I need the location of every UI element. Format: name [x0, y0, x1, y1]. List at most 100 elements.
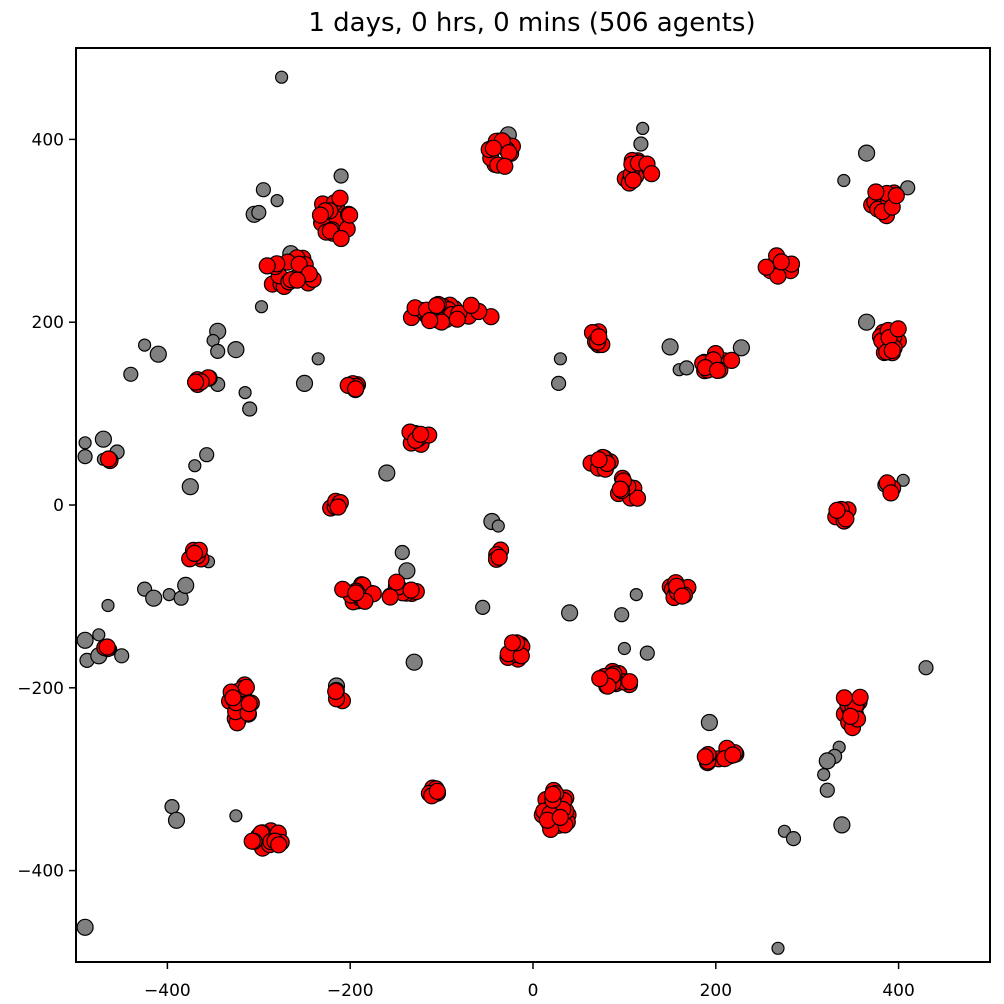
data-point-other: [227, 341, 245, 359]
data-point-infected: [590, 451, 608, 469]
y-tick-label: −400: [17, 862, 64, 882]
data-point-other: [164, 798, 180, 815]
x-tick-label: 200: [700, 981, 732, 1001]
data-point-other: [251, 204, 267, 221]
data-point-other: [210, 343, 226, 359]
data-point-infected: [243, 832, 261, 850]
data-point-other: [678, 360, 695, 376]
data-point-other: [199, 447, 215, 463]
data-point-infected: [642, 165, 661, 183]
data-point-other: [295, 374, 314, 392]
data-point-other: [76, 631, 94, 649]
data-point-infected: [590, 328, 608, 346]
data-point-other: [475, 599, 491, 616]
data-point-other: [819, 782, 835, 798]
x-tick-label: 400: [882, 981, 914, 1001]
data-point-infected: [624, 171, 642, 189]
data-point-infected: [428, 782, 446, 800]
data-point-other: [614, 607, 630, 623]
data-point-other: [114, 648, 130, 664]
data-point-infected: [673, 587, 691, 605]
data-point-other: [661, 338, 679, 356]
data-point-infected: [757, 258, 775, 276]
data-point-infected: [883, 341, 901, 360]
data-point-other: [177, 576, 195, 595]
data-point-other: [405, 653, 423, 671]
data-point-other: [229, 809, 243, 823]
data-point-infected: [772, 253, 790, 271]
data-point-other: [181, 478, 199, 496]
data-point-infected: [311, 206, 330, 224]
data-point-infected: [490, 548, 508, 566]
data-point-other: [242, 401, 258, 417]
data-point-other: [491, 519, 505, 533]
data-point-other: [76, 918, 94, 936]
data-point-infected: [381, 588, 399, 606]
data-point-other: [123, 366, 139, 382]
data-point-other: [629, 587, 643, 602]
x-tick-label: −400: [144, 981, 191, 1001]
data-point-infected: [882, 484, 900, 502]
data-point-other: [138, 338, 152, 352]
data-point-other: [636, 121, 650, 135]
data-point-infected: [835, 689, 854, 707]
data-point-infected: [99, 450, 118, 468]
data-point-infected: [270, 836, 288, 854]
data-point-infected: [327, 682, 345, 701]
y-tick-label: −200: [17, 679, 64, 699]
data-point-other: [333, 168, 349, 184]
data-point-infected: [841, 707, 860, 726]
data-point-other: [101, 598, 115, 613]
data-point-infected: [185, 544, 204, 563]
data-point-other: [270, 194, 284, 208]
data-point-infected: [462, 296, 480, 314]
data-point-other: [837, 173, 851, 188]
data-point-other: [639, 645, 655, 661]
data-point-infected: [867, 183, 885, 201]
data-point-infected: [887, 187, 905, 205]
data-point-infected: [708, 361, 727, 379]
data-point-infected: [347, 380, 365, 398]
data-point-other: [311, 352, 325, 366]
data-point-infected: [628, 489, 647, 507]
data-point-infected: [828, 501, 846, 519]
data-point-infected: [421, 312, 439, 330]
data-point-infected: [224, 689, 242, 707]
data-point-other: [896, 473, 910, 487]
data-point-other: [817, 767, 831, 782]
data-point-other: [167, 811, 186, 829]
data-point-infected: [331, 189, 349, 207]
data-point-other: [92, 628, 106, 642]
data-point-infected: [544, 785, 562, 803]
points-layer: [76, 70, 934, 955]
data-point-infected: [696, 748, 714, 766]
data-point-other: [378, 464, 396, 482]
data-point-other: [785, 830, 802, 847]
data-point-infected: [98, 638, 116, 656]
data-point-infected: [347, 584, 365, 602]
data-point-other: [255, 182, 271, 198]
data-point-infected: [889, 320, 907, 338]
data-point-infected: [724, 746, 742, 764]
data-point-other: [918, 660, 934, 676]
data-point-infected: [332, 229, 350, 248]
data-point-infected: [427, 296, 446, 315]
data-point-infected: [503, 634, 522, 652]
data-point-infected: [412, 425, 430, 443]
data-point-infected: [496, 157, 514, 175]
data-point-infected: [448, 310, 466, 328]
data-point-infected: [388, 573, 406, 591]
data-point-other: [398, 562, 416, 580]
data-point-infected: [329, 498, 347, 516]
data-point-other: [732, 339, 751, 357]
data-point-infected: [851, 688, 869, 706]
data-point-infected: [341, 206, 359, 224]
data-point-infected: [551, 808, 569, 827]
data-point-other: [633, 136, 649, 152]
x-tick-label: 0: [528, 981, 539, 1001]
data-point-other: [77, 449, 93, 465]
data-point-other: [818, 752, 836, 770]
data-point-other: [254, 300, 269, 314]
data-point-other: [617, 641, 632, 656]
